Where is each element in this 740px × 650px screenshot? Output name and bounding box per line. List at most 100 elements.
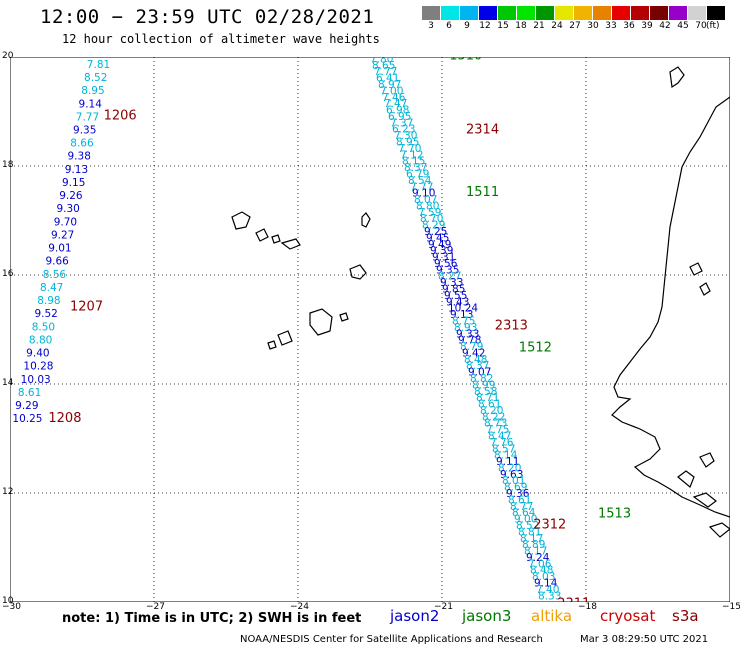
satellite-jason2: jason2 bbox=[390, 607, 440, 625]
wave-height-value: 8.48 bbox=[464, 354, 487, 366]
wave-height-value: 8.64 bbox=[512, 507, 536, 519]
wave-height-value: 8.82 bbox=[470, 373, 493, 385]
wave-height-value: 7.59 bbox=[418, 207, 441, 219]
wave-height-value: 9.55 bbox=[444, 290, 467, 302]
wave-height-value: 9.29 bbox=[15, 400, 38, 412]
coast-detail-6 bbox=[699, 282, 711, 296]
colorbar-label: 30 bbox=[587, 21, 599, 31]
pass-time-label: 1510 bbox=[449, 57, 482, 64]
wave-height-value: 9.33 bbox=[440, 277, 463, 289]
colorbar-label: 3 bbox=[428, 21, 434, 31]
colorbar-unit: (ft) bbox=[706, 21, 720, 31]
wave-height-value: 8.93 bbox=[454, 322, 477, 334]
wave-height-value: 8.47 bbox=[488, 431, 511, 443]
wave-height-value: 7.47 bbox=[384, 98, 407, 110]
colorbar-label: 70 bbox=[695, 21, 707, 31]
wave-height-value: 8.89 bbox=[522, 539, 545, 551]
wave-height-value: 9.78 bbox=[458, 335, 481, 347]
pass-time-label: 1511 bbox=[466, 185, 499, 200]
wave-height-value: 7.76 bbox=[490, 437, 514, 449]
footer-note: note: 1) Time is in UTC; 2) SWH is in fe… bbox=[62, 611, 362, 626]
wave-height-value: 7.81 bbox=[87, 59, 110, 71]
island-santo-antao bbox=[231, 211, 251, 230]
wave-height-value: 9.25 bbox=[424, 226, 447, 238]
wave-height-value: 9.42 bbox=[462, 347, 485, 359]
wave-height-value: 7.00 bbox=[380, 85, 403, 97]
wave-height-value: 7.77 bbox=[410, 181, 433, 193]
colorbar-label: 36 bbox=[623, 21, 635, 31]
wave-height-value: 8.70 bbox=[420, 213, 443, 225]
africa-coastline bbox=[611, 96, 730, 518]
wave-height-value: 9.85 bbox=[442, 284, 465, 296]
wave-height-value: 6.23 bbox=[392, 124, 415, 136]
wave-height-value: 9.27 bbox=[51, 229, 74, 241]
colorbar-label: 12 bbox=[479, 21, 491, 31]
wave-height-value: 8.66 bbox=[70, 138, 94, 150]
longitude-tick-label: −30 bbox=[2, 602, 21, 612]
wave-height-value: 9.14 bbox=[79, 98, 103, 110]
wave-height-value: 10.28 bbox=[23, 361, 53, 373]
colorbar-label: 39 bbox=[641, 21, 653, 31]
wave-height-value: 9.35 bbox=[436, 264, 459, 276]
wave-height-value: 9.66 bbox=[45, 256, 69, 268]
wave-height-value: 8.95 bbox=[81, 85, 104, 97]
colorbar-swatch bbox=[441, 6, 460, 20]
wave-height-value: 6.79 bbox=[406, 168, 429, 180]
wave-height-value: 7.46 bbox=[382, 92, 406, 104]
track-time-labels: 1206 1207 1208 2314 2313 2312 2311 1510 1511 1512… bbox=[48, 57, 631, 602]
coast-detail-1 bbox=[677, 470, 695, 488]
wave-height-value: 9.38 bbox=[68, 151, 91, 163]
wave-height-map: 7.818.528.959.147.779.358.669.389.139.15… bbox=[10, 57, 730, 602]
wave-height-value: 8.52 bbox=[516, 520, 539, 532]
satellite-jason3: jason3 bbox=[462, 607, 512, 625]
colorbar bbox=[422, 6, 726, 20]
wave-height-value: 9.11 bbox=[496, 456, 519, 468]
wave-height-value: 9.36 bbox=[506, 488, 530, 500]
colorbar-swatch bbox=[688, 6, 707, 20]
wave-height-value: 8.57 bbox=[492, 443, 515, 455]
wave-height-value: 9.33 bbox=[456, 328, 479, 340]
coastline bbox=[611, 66, 730, 538]
wave-height-value: 8.37 bbox=[404, 162, 427, 174]
wave-height-value: 7.06 bbox=[528, 558, 552, 570]
colorbar-swatch bbox=[498, 6, 517, 20]
wave-height-value: 8.50 bbox=[32, 321, 55, 333]
wave-height-value: 9.43 bbox=[446, 296, 469, 308]
wave-height-value: 7.40 bbox=[536, 584, 559, 596]
colorbar-label: 33 bbox=[605, 21, 617, 31]
wave-height-value: 9.56 bbox=[434, 258, 458, 270]
wave-height-value: 8.61 bbox=[508, 494, 531, 506]
coast-detail-5 bbox=[689, 262, 703, 276]
wave-height-value: 8.20 bbox=[480, 405, 503, 417]
colorbar-label: 21 bbox=[533, 21, 545, 31]
latitude-tick-label: 20 bbox=[2, 51, 14, 61]
wave-height-value: 9.13 bbox=[450, 309, 473, 321]
coast-detail-3 bbox=[692, 492, 717, 508]
wave-height-value: 9.01 bbox=[48, 243, 71, 255]
wave-height-value: 8.15 bbox=[402, 156, 425, 168]
colorbar-swatch bbox=[631, 6, 650, 20]
island-fogo bbox=[277, 330, 293, 346]
wave-height-value: 10.03 bbox=[21, 374, 51, 386]
wave-height-value: 8.07 bbox=[414, 194, 437, 206]
wave-height-value: 8.80 bbox=[416, 200, 439, 212]
wave-height-value: 9.00 bbox=[514, 514, 537, 526]
wave-height-value: 9.52 bbox=[34, 308, 57, 320]
island-santa-luzia bbox=[271, 234, 281, 244]
longitude-tick-label: −24 bbox=[290, 602, 309, 612]
wave-height-value: 9.07 bbox=[468, 367, 491, 379]
wave-height-value: 8.56 bbox=[43, 269, 67, 281]
wave-height-value: 8.03 bbox=[532, 571, 555, 583]
longitude-tick-label: −27 bbox=[146, 602, 165, 612]
wave-height-value: 8.95 bbox=[396, 137, 419, 149]
wave-height-value: 8.17 bbox=[524, 546, 547, 558]
latitude-tick-label: 10 bbox=[2, 596, 14, 606]
wave-height-value: 8.99 bbox=[472, 379, 495, 391]
wave-height-value: 9.26 bbox=[59, 190, 83, 202]
plot-subtitle: 12 hour collection of altimeter wave hei… bbox=[62, 32, 380, 46]
wave-height-value: 8.37 bbox=[466, 360, 489, 372]
wave-height-value: 9.30 bbox=[56, 203, 79, 215]
coast-detail-4 bbox=[708, 522, 730, 538]
colorbar-label: 24 bbox=[551, 21, 563, 31]
wave-height-value: 8.52 bbox=[84, 72, 107, 84]
